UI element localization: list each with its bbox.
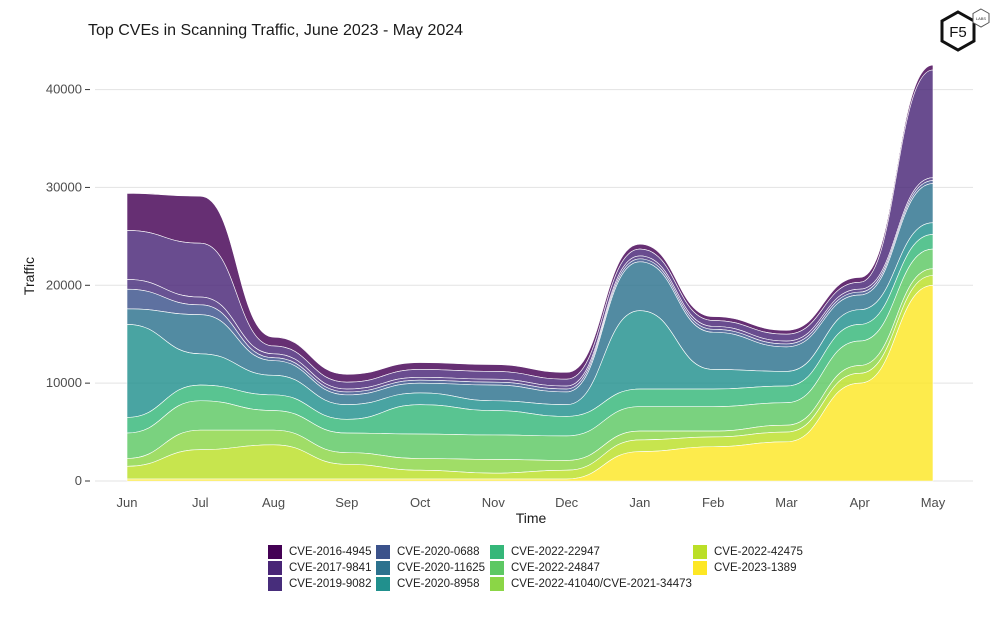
legend-swatch: [268, 545, 282, 559]
legend-swatch: [268, 561, 282, 575]
legend-item: CVE-2023-1389: [693, 561, 796, 575]
legend-swatch: [490, 545, 504, 559]
x-axis: Jun Jul Aug Sep Oct Nov Dec Jan Feb Mar Apr May: [117, 495, 946, 510]
legend-item: CVE-2022-22947: [490, 545, 600, 559]
legend-label: CVE-2019-9082: [289, 578, 372, 590]
y-axis: 0 10000 20000 30000 40000: [46, 82, 90, 488]
x-tick-label: Mar: [775, 495, 798, 510]
x-tick-label: Dec: [555, 495, 579, 510]
chart-title: Top CVEs in Scanning Traffic, June 2023 …: [88, 22, 464, 39]
legend-item: CVE-2019-9082: [268, 577, 371, 591]
x-tick-label: Aug: [262, 495, 285, 510]
y-tick-label: 30000: [46, 179, 82, 194]
stream-layers: [126, 64, 934, 482]
logo-badge-hexagon: [972, 8, 990, 28]
y-axis-title: Traffic: [21, 257, 37, 295]
x-tick-label: May: [921, 495, 946, 510]
x-tick-label: Jan: [629, 495, 650, 510]
logo-text: F5: [949, 24, 967, 41]
f5-labs-logo: F5 LABS: [940, 8, 990, 52]
legend-label: CVE-2020-11625: [397, 562, 486, 574]
x-tick-label: Jul: [192, 495, 209, 510]
legend-label: CVE-2020-0688: [397, 546, 480, 558]
y-tick-label: 40000: [46, 82, 82, 97]
x-tick-label: Sep: [335, 495, 358, 510]
legend-label: CVE-2017-9841: [289, 562, 372, 574]
stream-cve-2023-1389: [126, 284, 934, 482]
legend-swatch: [490, 561, 504, 575]
legend-label: CVE-2016-4945: [289, 546, 372, 558]
legend-swatch: [268, 577, 282, 591]
legend-item: CVE-2022-42475: [693, 545, 803, 559]
streamgraph-chart: 0 10000 20000 30000 40000 Jun Jul Aug Sep Oct Nov…: [21, 64, 973, 526]
y-tick-label: 0: [75, 473, 82, 488]
legend-item: CVE-2017-9841: [268, 561, 371, 575]
x-tick-label: Feb: [702, 495, 724, 510]
legend-item: CVE-2022-24847: [490, 561, 600, 575]
legend-item: CVE-2020-11625: [376, 561, 485, 575]
x-axis-title: Time: [516, 510, 547, 526]
y-tick-label: 10000: [46, 375, 82, 390]
legend-label: CVE-2020-8958: [397, 578, 480, 590]
legend-swatch: [376, 561, 390, 575]
legend-label: CVE-2022-42475: [714, 546, 803, 558]
legend-swatch: [490, 577, 504, 591]
legend-label: CVE-2022-41040/CVE-2021-34473: [511, 578, 692, 590]
legend-swatch: [693, 545, 707, 559]
legend-label: CVE-2023-1389: [714, 562, 797, 574]
legend-item: CVE-2020-8958: [376, 577, 479, 591]
x-tick-label: Oct: [410, 495, 431, 510]
x-tick-label: Apr: [850, 495, 871, 510]
legend-label: CVE-2022-24847: [511, 562, 600, 574]
legend-swatch: [376, 577, 390, 591]
x-tick-label: Nov: [482, 495, 506, 510]
legend-swatch: [376, 545, 390, 559]
legend-swatch: [693, 561, 707, 575]
logo-badge-text: LABS: [976, 16, 987, 21]
y-tick-label: 20000: [46, 277, 82, 292]
legend-label: CVE-2022-22947: [511, 546, 600, 558]
legend-item: CVE-2020-0688: [376, 545, 479, 559]
x-tick-label: Jun: [117, 495, 138, 510]
legend-item: CVE-2016-4945: [268, 545, 371, 559]
legend-item: CVE-2022-41040/CVE-2021-34473: [490, 577, 692, 591]
